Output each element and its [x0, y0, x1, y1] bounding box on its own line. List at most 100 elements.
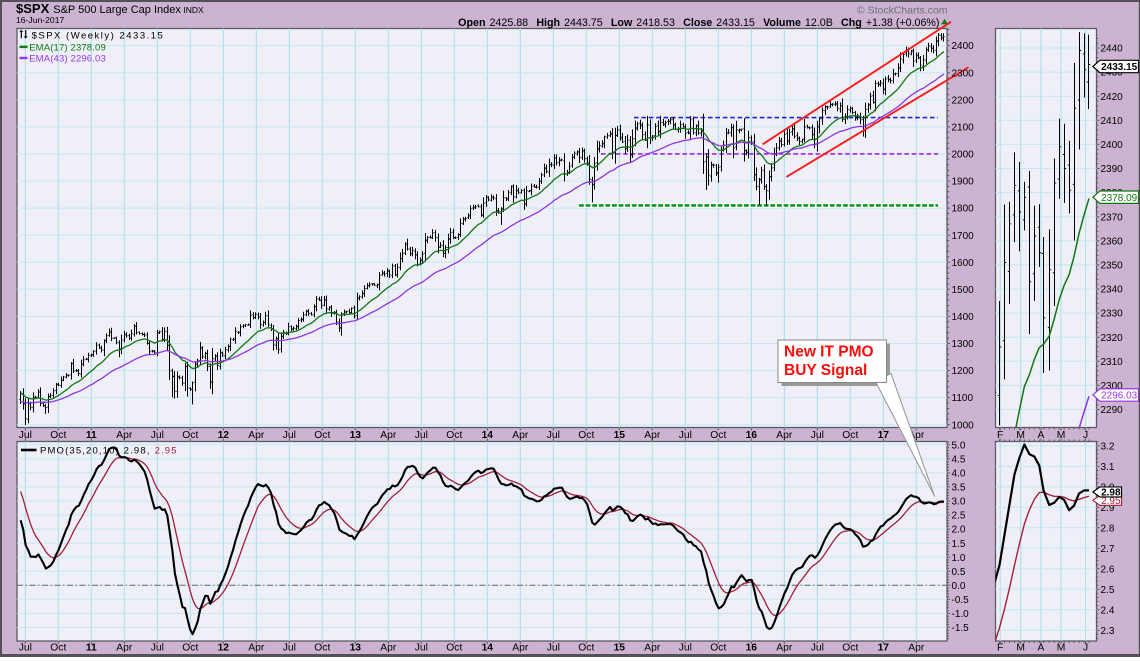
- svg-text:Apr: Apr: [908, 430, 925, 441]
- svg-text:13: 13: [350, 643, 362, 654]
- svg-text:Oct: Oct: [446, 430, 462, 441]
- svg-text:Oct: Oct: [182, 430, 198, 441]
- svg-text:2296.03: 2296.03: [1101, 391, 1138, 402]
- svg-text:1800: 1800: [952, 204, 975, 215]
- svg-text:0.5: 0.5: [952, 567, 966, 578]
- svg-text:2.95: 2.95: [1101, 496, 1121, 507]
- svg-text:12: 12: [218, 430, 230, 441]
- svg-text:1900: 1900: [952, 177, 975, 188]
- svg-text:Jul: Jul: [283, 430, 296, 441]
- svg-text:3.0: 3.0: [952, 497, 966, 508]
- svg-text:Jul: Jul: [547, 643, 560, 654]
- svg-text:Apr: Apr: [116, 643, 133, 654]
- svg-text:-1.0: -1.0: [952, 609, 970, 620]
- svg-text:F: F: [997, 643, 1003, 654]
- svg-text:Apr: Apr: [644, 643, 661, 654]
- svg-text:16-Jun-2017: 16-Jun-2017: [16, 15, 64, 25]
- svg-text:Jul: Jul: [811, 430, 824, 441]
- svg-text:Oct: Oct: [842, 643, 858, 654]
- svg-text:Apr: Apr: [248, 643, 265, 654]
- svg-text:15: 15: [614, 643, 626, 654]
- svg-text:2420: 2420: [1101, 92, 1124, 103]
- svg-text:New IT PMO: New IT PMO: [784, 344, 874, 361]
- svg-text:Jul: Jul: [547, 430, 560, 441]
- svg-text:1.5: 1.5: [952, 539, 966, 550]
- svg-text:PMO(35,20,10) 2.98,2.95: PMO(35,20,10) 2.98, 2.95: [40, 446, 178, 457]
- svg-text:1700: 1700: [952, 231, 975, 242]
- svg-text:M: M: [1016, 430, 1025, 441]
- svg-text:3.5: 3.5: [952, 483, 966, 494]
- svg-text:EMA(43) 2296.03: EMA(43) 2296.03: [29, 53, 106, 64]
- svg-text:4.0: 4.0: [952, 469, 966, 480]
- svg-text:3.1: 3.1: [1101, 462, 1115, 473]
- svg-text:2.0: 2.0: [952, 525, 966, 536]
- svg-text:16: 16: [746, 430, 758, 441]
- svg-text:Oct: Oct: [578, 430, 594, 441]
- svg-text:14: 14: [482, 643, 494, 654]
- svg-text:Apr: Apr: [776, 430, 793, 441]
- svg-text:Jul: Jul: [151, 643, 164, 654]
- svg-text:14: 14: [482, 430, 494, 441]
- svg-text:2360: 2360: [1101, 236, 1124, 247]
- svg-text:1100: 1100: [952, 393, 974, 404]
- svg-text:2400: 2400: [952, 41, 975, 52]
- svg-text:2.9: 2.9: [1101, 503, 1115, 514]
- svg-text:Oct: Oct: [578, 643, 594, 654]
- svg-text:17: 17: [878, 430, 890, 441]
- svg-text:© StockCharts.com: © StockCharts.com: [857, 5, 948, 17]
- svg-text:2400: 2400: [1101, 140, 1124, 151]
- svg-text:Apr: Apr: [380, 430, 397, 441]
- svg-text:2.6: 2.6: [1101, 564, 1115, 575]
- svg-text:3.2: 3.2: [1101, 442, 1115, 453]
- svg-text:Jul: Jul: [19, 430, 32, 441]
- svg-text:Jul: Jul: [679, 430, 692, 441]
- svg-text:A: A: [1037, 430, 1044, 441]
- svg-text:4.5: 4.5: [952, 454, 966, 465]
- svg-text:F: F: [997, 430, 1003, 441]
- svg-text:2410: 2410: [1101, 116, 1124, 127]
- svg-text:2.98: 2.98: [1101, 488, 1121, 499]
- svg-text:2200: 2200: [952, 95, 975, 106]
- svg-text:M: M: [1057, 430, 1066, 441]
- svg-text:$SPX (Weekly) 2433.15: $SPX (Weekly) 2433.15: [32, 30, 165, 41]
- svg-text:2320: 2320: [1101, 333, 1124, 344]
- svg-text:-1.5: -1.5: [952, 623, 970, 634]
- svg-text:Apr: Apr: [908, 643, 925, 654]
- svg-text:2330: 2330: [1101, 309, 1124, 320]
- svg-text:Jul: Jul: [19, 643, 32, 654]
- svg-text:2.7: 2.7: [1101, 544, 1115, 555]
- svg-text:EMA(17) 2378.09: EMA(17) 2378.09: [29, 42, 106, 53]
- svg-text:15: 15: [614, 430, 626, 441]
- svg-text:Apr: Apr: [512, 430, 529, 441]
- svg-text:Jul: Jul: [151, 430, 164, 441]
- svg-text:2.5: 2.5: [1101, 585, 1115, 596]
- svg-text:13: 13: [350, 430, 362, 441]
- svg-text:Jul: Jul: [679, 643, 692, 654]
- svg-text:2.8: 2.8: [1101, 523, 1115, 534]
- svg-text:Oct: Oct: [710, 643, 726, 654]
- svg-text:1.0: 1.0: [952, 553, 966, 564]
- svg-text:2.4: 2.4: [1101, 605, 1115, 616]
- svg-text:2350: 2350: [1101, 261, 1124, 272]
- svg-text:11: 11: [86, 430, 97, 441]
- svg-text:12: 12: [218, 643, 230, 654]
- svg-text:1600: 1600: [952, 258, 975, 269]
- svg-text:17: 17: [878, 643, 890, 654]
- svg-text:J: J: [1083, 430, 1088, 441]
- svg-text:2100: 2100: [952, 122, 975, 133]
- svg-text:Oct: Oct: [50, 430, 66, 441]
- svg-text:2390: 2390: [1101, 164, 1124, 175]
- svg-text:2440: 2440: [1101, 44, 1124, 55]
- svg-text:2310: 2310: [1101, 357, 1124, 368]
- svg-text:5.0: 5.0: [952, 440, 966, 451]
- svg-text:Apr: Apr: [116, 430, 133, 441]
- svg-text:2300: 2300: [1101, 381, 1124, 392]
- svg-text:BUY Signal: BUY Signal: [784, 362, 867, 379]
- svg-text:Oct: Oct: [314, 643, 330, 654]
- svg-text:2378.09: 2378.09: [1101, 193, 1138, 204]
- svg-text:Apr: Apr: [248, 430, 265, 441]
- svg-text:2433.15: 2433.15: [1101, 62, 1138, 73]
- svg-text:A: A: [1037, 643, 1044, 654]
